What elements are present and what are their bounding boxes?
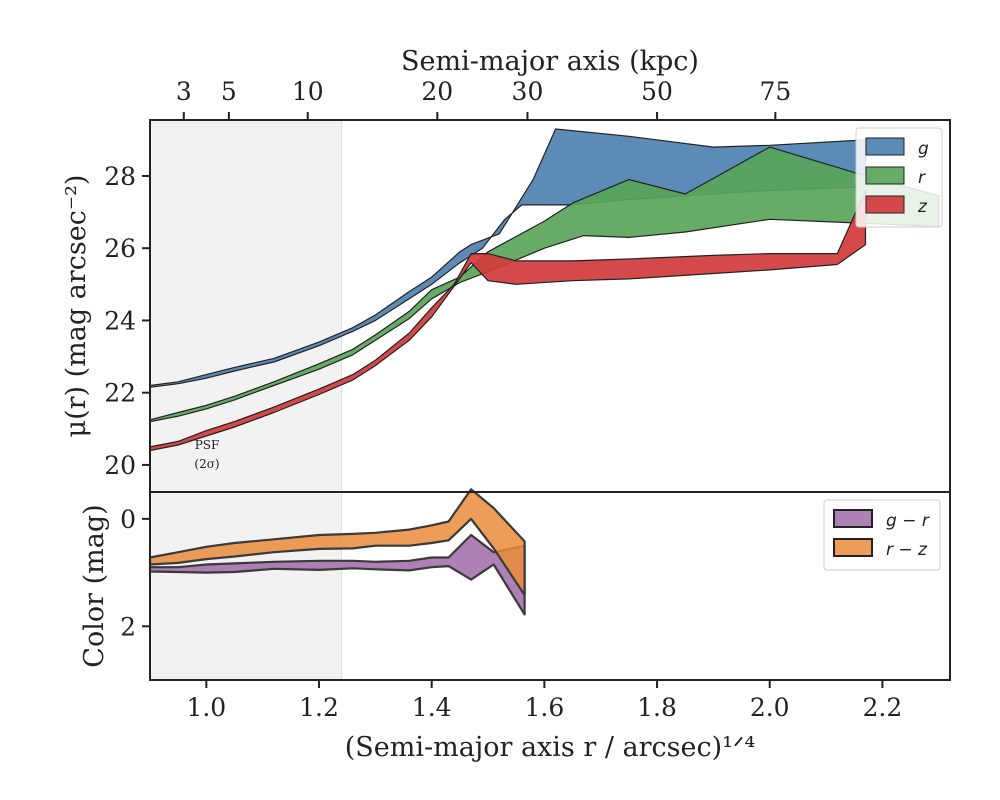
xtick-label-1.6: 1.6 (524, 693, 564, 722)
kpc-tick-label-20: 20 (421, 77, 453, 106)
band-legend-swatch-2 (865, 195, 905, 214)
color-legend-swatch-1 (833, 538, 873, 557)
xtick-label-1.0: 1.0 (186, 693, 226, 722)
surface-brightness-ytick-label-28: 28 (104, 162, 136, 191)
xtick-label-2.0: 2.0 (750, 693, 790, 722)
psf-sigma-label: (2σ) (194, 457, 219, 471)
color-band-1 (148, 488, 526, 597)
xtick-label-1.2: 1.2 (299, 693, 339, 722)
color-panel: 0 2 1.0 1.2 1.4 1.6 1.8 2.0 2.2 g − r r − z (120, 488, 951, 722)
color-psf-band (150, 492, 342, 680)
color-ytick-label-2: 2 (120, 612, 136, 641)
top-x-axis-title: Semi-major axis (kpc) (401, 46, 699, 77)
surface-brightness-ytick-label-24: 24 (104, 306, 136, 335)
band-legend-label-2: z (917, 197, 928, 217)
surface-brightness-panel: 20 22 24 26 28 3 5 10 20 30 50 75 grz (104, 77, 951, 493)
bottom-x-axis-title: (Semi-major axis r / arcsec)¹ᐟ⁴ (345, 732, 755, 763)
band-legend-label-0: g (918, 139, 929, 159)
xtick-label-1.8: 1.8 (637, 693, 677, 722)
band-legend-swatch-0 (865, 137, 905, 156)
surface-brightness-ytick-label-20: 20 (104, 451, 136, 480)
kpc-tick-label-5: 5 (221, 77, 237, 106)
band-legend-swatch-1 (865, 166, 905, 185)
surface-brightness-ytick-label-26: 26 (104, 234, 136, 263)
color-legend-label-0: g − r (886, 511, 930, 531)
color-legend-label-1: r − z (886, 540, 928, 560)
surface-brightness-y-axis-title: μ(r) (mag arcsec⁻²) (61, 175, 92, 438)
surface-brightness-ytick-label-22: 22 (104, 379, 136, 408)
color-y-axis-title: Color (mag) (79, 504, 110, 667)
psf-band (150, 120, 342, 492)
color-frame (149, 491, 951, 681)
color-ytick-label-0: 0 (120, 505, 136, 534)
band-legend-label-1: r (918, 168, 926, 188)
xtick-label-1.4: 1.4 (412, 693, 452, 722)
kpc-tick-label-75: 75 (759, 77, 791, 106)
kpc-tick-label-50: 50 (641, 77, 673, 106)
kpc-tick-label-3: 3 (176, 77, 192, 106)
kpc-tick-label-30: 30 (512, 77, 544, 106)
kpc-tick-label-10: 10 (292, 77, 324, 106)
psf-label: PSF (195, 438, 220, 452)
xtick-label-2.2: 2.2 (863, 693, 903, 722)
color-legend-swatch-0 (833, 509, 873, 528)
